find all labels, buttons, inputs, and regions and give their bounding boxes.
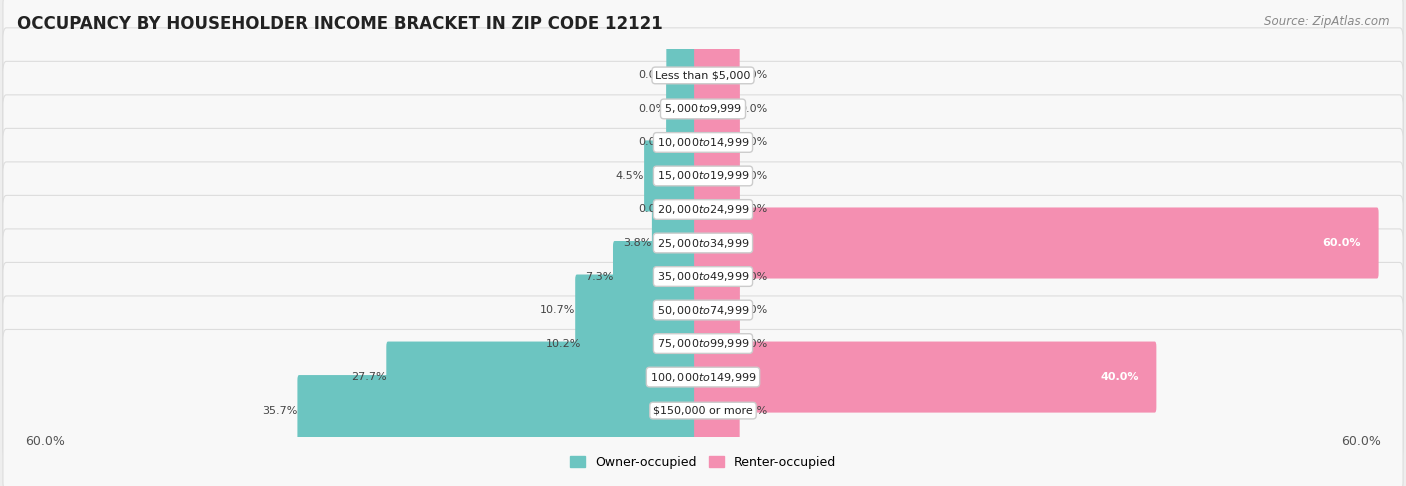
Text: 0.0%: 0.0%: [740, 171, 768, 181]
FancyBboxPatch shape: [695, 107, 740, 178]
FancyBboxPatch shape: [581, 308, 711, 379]
Text: Less than $5,000: Less than $5,000: [655, 70, 751, 80]
Text: 3.8%: 3.8%: [623, 238, 652, 248]
FancyBboxPatch shape: [652, 208, 711, 278]
Legend: Owner-occupied, Renter-occupied: Owner-occupied, Renter-occupied: [565, 451, 841, 474]
FancyBboxPatch shape: [3, 262, 1403, 425]
Text: 60.0%: 60.0%: [1341, 434, 1381, 448]
FancyBboxPatch shape: [3, 195, 1403, 358]
FancyBboxPatch shape: [695, 275, 740, 346]
FancyBboxPatch shape: [3, 0, 1403, 156]
Text: 60.0%: 60.0%: [25, 434, 65, 448]
FancyBboxPatch shape: [695, 308, 740, 379]
Text: $35,000 to $49,999: $35,000 to $49,999: [657, 270, 749, 283]
FancyBboxPatch shape: [644, 140, 711, 211]
FancyBboxPatch shape: [666, 107, 711, 178]
FancyBboxPatch shape: [3, 128, 1403, 291]
Text: 40.0%: 40.0%: [1099, 372, 1139, 382]
Text: $20,000 to $24,999: $20,000 to $24,999: [657, 203, 749, 216]
Text: $150,000 or more: $150,000 or more: [654, 406, 752, 416]
FancyBboxPatch shape: [3, 229, 1403, 391]
FancyBboxPatch shape: [3, 162, 1403, 324]
FancyBboxPatch shape: [575, 275, 711, 346]
FancyBboxPatch shape: [666, 40, 711, 111]
Text: 0.0%: 0.0%: [638, 138, 666, 147]
FancyBboxPatch shape: [666, 73, 711, 144]
FancyBboxPatch shape: [3, 296, 1403, 458]
Text: $5,000 to $9,999: $5,000 to $9,999: [664, 103, 742, 116]
Text: 10.2%: 10.2%: [546, 339, 581, 348]
Text: 35.7%: 35.7%: [262, 406, 298, 416]
Text: 0.0%: 0.0%: [638, 205, 666, 214]
Text: Source: ZipAtlas.com: Source: ZipAtlas.com: [1264, 15, 1389, 28]
FancyBboxPatch shape: [3, 95, 1403, 257]
FancyBboxPatch shape: [695, 174, 740, 245]
Text: 0.0%: 0.0%: [740, 70, 768, 80]
FancyBboxPatch shape: [695, 40, 740, 111]
Text: 7.3%: 7.3%: [585, 272, 613, 281]
FancyBboxPatch shape: [695, 208, 1379, 278]
Text: 0.0%: 0.0%: [740, 406, 768, 416]
FancyBboxPatch shape: [695, 342, 1156, 413]
Text: 0.0%: 0.0%: [638, 70, 666, 80]
FancyBboxPatch shape: [695, 241, 740, 312]
FancyBboxPatch shape: [695, 73, 740, 144]
Text: 10.7%: 10.7%: [540, 305, 575, 315]
Text: OCCUPANCY BY HOUSEHOLDER INCOME BRACKET IN ZIP CODE 12121: OCCUPANCY BY HOUSEHOLDER INCOME BRACKET …: [17, 15, 662, 33]
FancyBboxPatch shape: [695, 140, 740, 211]
Text: $50,000 to $74,999: $50,000 to $74,999: [657, 304, 749, 316]
Text: 0.0%: 0.0%: [740, 205, 768, 214]
Text: 0.0%: 0.0%: [740, 138, 768, 147]
Text: 4.5%: 4.5%: [616, 171, 644, 181]
Text: $15,000 to $19,999: $15,000 to $19,999: [657, 170, 749, 182]
Text: 0.0%: 0.0%: [740, 305, 768, 315]
Text: 0.0%: 0.0%: [740, 272, 768, 281]
FancyBboxPatch shape: [695, 375, 740, 446]
Text: $25,000 to $34,999: $25,000 to $34,999: [657, 237, 749, 249]
FancyBboxPatch shape: [387, 342, 711, 413]
Text: 27.7%: 27.7%: [350, 372, 387, 382]
FancyBboxPatch shape: [3, 61, 1403, 224]
Text: 60.0%: 60.0%: [1322, 238, 1361, 248]
FancyBboxPatch shape: [298, 375, 711, 446]
FancyBboxPatch shape: [613, 241, 711, 312]
Text: $10,000 to $14,999: $10,000 to $14,999: [657, 136, 749, 149]
FancyBboxPatch shape: [3, 28, 1403, 190]
Text: 0.0%: 0.0%: [740, 104, 768, 114]
FancyBboxPatch shape: [666, 174, 711, 245]
Text: 0.0%: 0.0%: [740, 339, 768, 348]
Text: 0.0%: 0.0%: [638, 104, 666, 114]
FancyBboxPatch shape: [3, 330, 1403, 486]
Text: $75,000 to $99,999: $75,000 to $99,999: [657, 337, 749, 350]
Text: $100,000 to $149,999: $100,000 to $149,999: [650, 370, 756, 383]
